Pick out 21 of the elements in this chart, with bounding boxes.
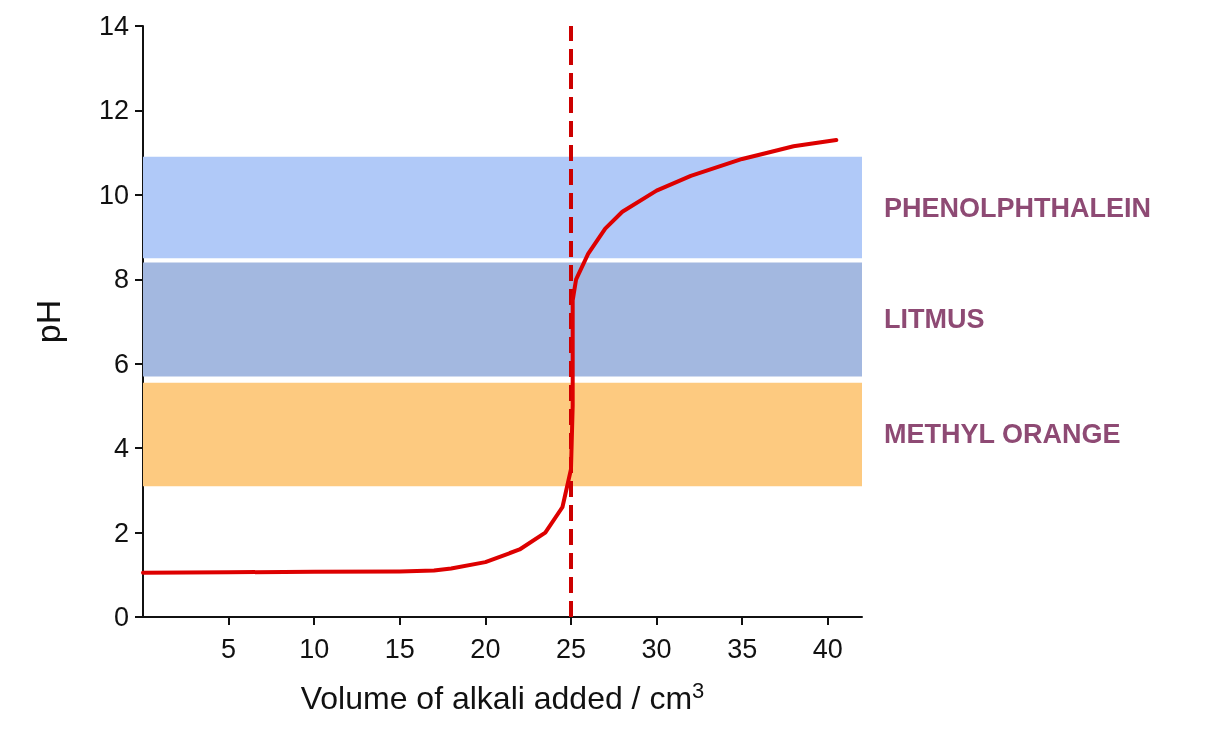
x-tick-label: 10 [299,633,330,664]
x-tick-label: 35 [727,633,758,664]
x-tick-label: 5 [221,633,237,664]
x-tick-label: 20 [470,633,501,664]
band-label: METHYL ORANGE [884,419,1121,450]
y-tick-label: 2 [113,517,129,548]
y-axis-title: pH [29,299,67,344]
x-tick-label: 25 [555,633,586,664]
band-label: PHENOLPHTHALEIN [884,192,1152,223]
y-tick-label: 4 [113,433,129,464]
band-label: LITMUS [884,304,985,335]
line-series [141,137,839,575]
y-tick-label: 10 [98,179,129,210]
y-tick-label: 14 [98,11,129,41]
y-tick-label: 0 [113,602,129,632]
x-tick-label: 15 [384,633,415,664]
x-tick-label: 30 [641,633,672,664]
x-tick-label: 40 [812,633,843,664]
y-tick-label: 8 [113,264,129,295]
y-tick-label: 6 [113,348,129,379]
y-tick-label: 12 [98,95,129,126]
